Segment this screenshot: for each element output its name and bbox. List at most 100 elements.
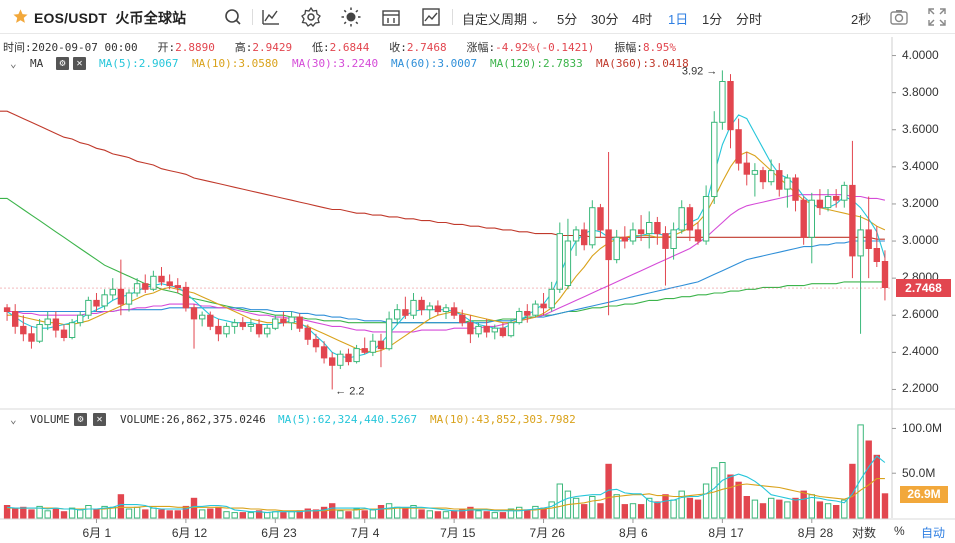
candle-body — [353, 348, 360, 363]
period-timeline[interactable]: 分时 — [736, 12, 763, 27]
volume-bar — [44, 510, 51, 519]
candle-body — [312, 338, 320, 348]
volume-bar — [662, 494, 669, 519]
volume-bar — [385, 503, 393, 519]
period-1min[interactable]: 1分 — [702, 12, 723, 27]
candle-body — [28, 333, 35, 342]
volume-bar — [52, 508, 60, 519]
volume-bar — [784, 501, 791, 519]
period-1d[interactable]: 1日 — [668, 12, 689, 27]
auto-scale-toggle[interactable]: 自动 — [921, 526, 946, 540]
chart-type-icon[interactable] — [420, 6, 442, 28]
date-axis-label: 8月 28 — [797, 526, 834, 540]
volume-bar — [190, 497, 198, 519]
refresh-speed[interactable]: 2秒 — [851, 12, 872, 27]
volume-bar — [36, 505, 43, 519]
volume-bar — [686, 497, 694, 519]
candle-body — [564, 240, 572, 286]
star-icon[interactable] — [12, 8, 29, 25]
volume-axis-label: 50.0M — [902, 466, 936, 481]
volume-bar — [646, 497, 653, 519]
ma-settings-icon[interactable]: ⚙ — [56, 57, 69, 70]
ma-close-icon[interactable]: ✕ — [73, 57, 86, 70]
date-axis-label: 8月 17 — [708, 526, 744, 540]
collapse-chevron-icon[interactable]: ⌄ — [10, 413, 17, 426]
volume-bar — [491, 512, 499, 519]
period-30min[interactable]: 30分 — [591, 12, 619, 27]
calendar-icon[interactable] — [380, 6, 402, 28]
fullscreen-icon[interactable] — [926, 6, 948, 28]
volume-bar — [654, 501, 661, 519]
volume-bar — [434, 511, 442, 519]
candle-body — [288, 316, 295, 324]
volume-bar — [239, 512, 247, 519]
time-label: 时间: — [3, 41, 32, 54]
ma-indicator-name: MA — [30, 57, 44, 70]
volume-bar — [418, 509, 425, 519]
screenshot-icon[interactable] — [888, 6, 910, 28]
period-5min[interactable]: 5分 — [557, 12, 578, 27]
theme-icon[interactable] — [340, 6, 362, 28]
volume-bar — [426, 510, 434, 519]
settings-icon[interactable] — [300, 6, 322, 28]
date-axis-label: 6月 1 — [82, 526, 112, 540]
toolbar-divider — [252, 9, 253, 25]
candle-body — [450, 307, 458, 316]
candle-body — [377, 340, 385, 350]
candle-body — [442, 307, 450, 312]
volume-bar — [215, 506, 222, 519]
custom-period-dropdown[interactable]: 自定义周期 ⌄ — [462, 9, 539, 28]
candles — [0, 70, 892, 390]
log-scale-toggle[interactable]: 对数 — [852, 526, 877, 540]
price-axis-label: 3.4000 — [902, 158, 939, 173]
volume-bar — [369, 509, 377, 519]
candle-body — [670, 229, 677, 249]
volume-bar — [857, 424, 864, 519]
ma120-label: MA(120):2.7833 — [490, 57, 583, 70]
volume-bar — [280, 512, 287, 519]
candle-body — [166, 281, 173, 287]
price-axis-label: 2.4000 — [902, 344, 939, 359]
volume-bar — [743, 496, 750, 519]
amplitude-value: 8.95% — [642, 41, 677, 54]
candle-body — [304, 327, 312, 340]
percent-scale-toggle[interactable]: % — [894, 524, 905, 538]
volume-bar — [800, 490, 807, 519]
volume-bar — [125, 508, 133, 519]
date-axis-label: 6月 12 — [171, 526, 208, 540]
vol_ma10-line — [7, 478, 885, 512]
volume-settings-icon[interactable]: ⚙ — [74, 413, 87, 426]
collapse-chevron-icon[interactable]: ⌄ — [10, 57, 17, 70]
candle-body — [873, 248, 880, 262]
candle-body — [743, 162, 750, 175]
change-value: -4.92%(-0.1421) — [495, 41, 595, 54]
candle-body — [776, 170, 783, 190]
change-label: 涨幅: — [466, 41, 496, 54]
volume-close-icon[interactable]: ✕ — [93, 413, 106, 426]
search-icon[interactable] — [222, 6, 244, 28]
candle-body — [12, 311, 19, 327]
candle-body — [499, 327, 507, 337]
volume-bar — [361, 510, 368, 519]
vol_ma5-line — [7, 455, 886, 514]
candle-body — [711, 121, 718, 197]
volume-bar — [637, 504, 645, 519]
candle-body — [548, 288, 555, 309]
candle-body — [621, 236, 628, 242]
volume-bar — [60, 511, 68, 519]
open-label: 开: — [157, 41, 176, 54]
last-price-tag: 2.7468 — [896, 279, 951, 298]
candle-body — [613, 236, 620, 261]
volume-bar — [475, 510, 482, 519]
candle-body — [800, 199, 807, 238]
candle-body — [361, 348, 368, 353]
volume-ma-lines — [7, 455, 886, 514]
candle-body — [719, 81, 726, 123]
candle-body — [109, 288, 116, 296]
price-axis-label: 2.2000 — [902, 381, 939, 396]
ma360-label: MA(360):3.0418 — [596, 57, 689, 70]
indicator-icon[interactable] — [260, 6, 282, 28]
ma60-label: MA(60):3.0007 — [391, 57, 478, 70]
period-4h[interactable]: 4时 — [632, 12, 653, 27]
